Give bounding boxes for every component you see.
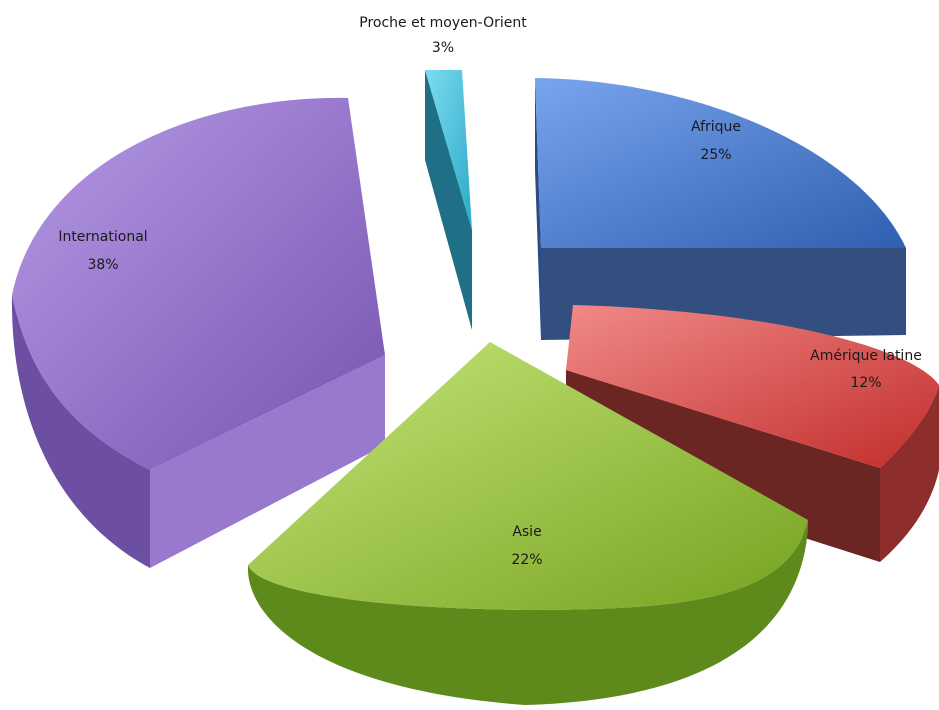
label-international-value: 38%	[87, 257, 118, 273]
label-proche-moyen-orient-value: 3%	[432, 40, 454, 56]
label-asie-name: Asie	[512, 524, 541, 540]
slice-afrique	[535, 78, 906, 340]
slice-asie	[247, 342, 809, 705]
label-asie-value: 22%	[511, 552, 542, 568]
label-international-name: International	[58, 229, 147, 245]
slice-international	[11, 97, 385, 568]
label-amerique-latine-value: 12%	[850, 375, 881, 391]
label-afrique-name: Afrique	[691, 119, 741, 135]
slice-proche-moyen-orient	[425, 70, 472, 330]
label-amerique-latine-name: Amérique latine	[810, 348, 922, 364]
slice-amerique-latine	[566, 305, 939, 562]
label-afrique-value: 25%	[700, 147, 731, 163]
label-proche-moyen-orient-name: Proche et moyen-Orient	[359, 15, 527, 31]
